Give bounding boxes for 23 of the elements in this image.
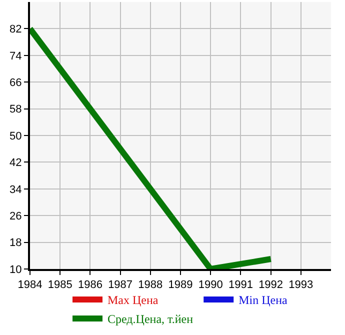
x-tick-label: 1993 — [288, 279, 314, 292]
legend-label: Max Цена — [108, 293, 159, 308]
x-tick-label: 1986 — [78, 279, 102, 292]
x-tick-label: 1988 — [138, 279, 163, 292]
legend-label: Min Цена — [238, 293, 288, 308]
x-tick-label: 1985 — [48, 279, 72, 292]
y-tick-label: 34 — [10, 184, 22, 196]
y-tick-label: 74 — [10, 50, 22, 62]
x-tick-label: 1987 — [108, 279, 133, 292]
legend-label: Сред.Цена, т.йен — [108, 312, 194, 326]
y-tick-label: 26 — [10, 210, 22, 222]
y-tick-label: 10 — [10, 264, 22, 276]
y-tick-label: 66 — [10, 76, 22, 89]
x-tick-label: 1984 — [18, 279, 42, 292]
x-tick-label: 1989 — [168, 279, 193, 292]
y-tick-label: 58 — [10, 104, 22, 116]
y-tick-label: 42 — [10, 157, 22, 170]
y-tick-label: 82 — [10, 24, 22, 36]
x-tick-label: 1991 — [228, 279, 253, 292]
y-tick-label: 18 — [10, 237, 22, 250]
y-tick-label: 50 — [10, 130, 22, 142]
x-tick-label: 1990 — [198, 279, 223, 292]
x-tick-label: 1992 — [258, 279, 284, 292]
